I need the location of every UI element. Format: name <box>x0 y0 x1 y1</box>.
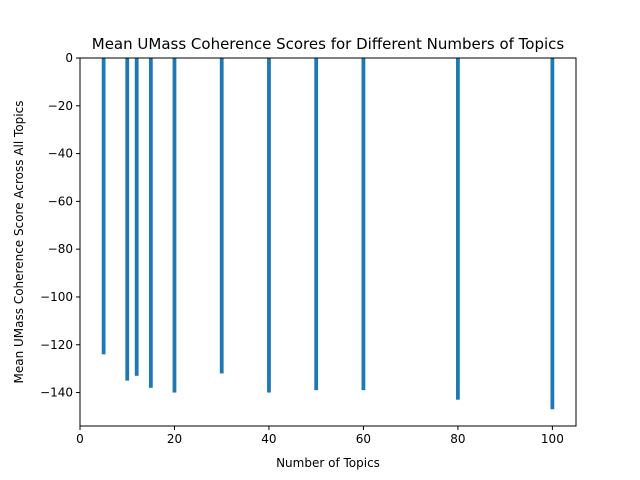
x-tick-label: 40 <box>261 432 276 446</box>
plot-frame <box>79 57 577 427</box>
x-axis-label: Number of Topics <box>276 456 380 470</box>
x-tick-label: 100 <box>541 432 564 446</box>
x-tick-label: 80 <box>450 432 465 446</box>
y-axis-ticks: 0 −20 −40 −60 −80 −100 −120 −140 <box>40 51 80 400</box>
y-tick-label: −120 <box>40 338 73 352</box>
chart-title: Mean UMass Coherence Scores for Differen… <box>92 35 565 53</box>
y-tick-label: −80 <box>48 242 73 256</box>
x-tick-label: 20 <box>167 432 182 446</box>
bar <box>148 58 153 388</box>
bar <box>361 58 366 391</box>
bar <box>219 58 224 374</box>
y-axis-label: Mean UMass Coherence Score Across All To… <box>12 101 26 384</box>
x-axis-ticks: 0 20 40 60 80 100 <box>76 426 564 446</box>
bar <box>134 58 139 376</box>
bar <box>267 58 271 393</box>
bars <box>101 58 555 410</box>
bar <box>172 58 177 393</box>
bar <box>550 58 555 410</box>
y-tick-label: −60 <box>48 194 73 208</box>
y-tick-label: −40 <box>48 147 73 161</box>
bar <box>125 58 130 381</box>
bar <box>456 58 460 400</box>
x-tick-label: 60 <box>356 432 371 446</box>
y-tick-label: −20 <box>48 99 73 113</box>
bar <box>101 58 106 355</box>
y-tick-label: −100 <box>40 290 73 304</box>
bar <box>314 58 319 391</box>
y-tick-label: 0 <box>65 51 73 65</box>
x-tick-label: 0 <box>76 432 84 446</box>
y-tick-label: −140 <box>40 386 73 400</box>
